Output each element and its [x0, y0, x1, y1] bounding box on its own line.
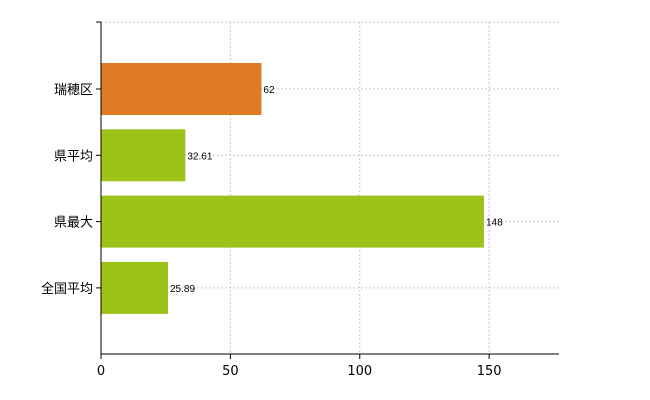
axes: [96, 21, 559, 359]
category-label-0: 瑞穂区: [54, 83, 93, 98]
data-label-2: 148: [486, 218, 503, 229]
bars: [101, 63, 484, 314]
x-tick-label-150: 150: [477, 364, 502, 379]
category-label-1: 県平均: [54, 149, 93, 164]
x-tick-label-50: 50: [222, 364, 239, 379]
bar-2: [101, 195, 484, 248]
category-label-2: 県最大: [54, 216, 93, 231]
x-tick-label-0: 0: [97, 364, 105, 379]
x-tick-label-100: 100: [347, 364, 372, 379]
data-label-1: 32.61: [187, 151, 212, 162]
bar-0: [101, 63, 262, 115]
data-label-0: 62: [263, 85, 275, 96]
category-label-3: 全国平均: [41, 281, 93, 297]
bar-3: [101, 261, 168, 314]
data-label-3: 25.89: [170, 284, 195, 295]
bar-1: [101, 129, 186, 182]
